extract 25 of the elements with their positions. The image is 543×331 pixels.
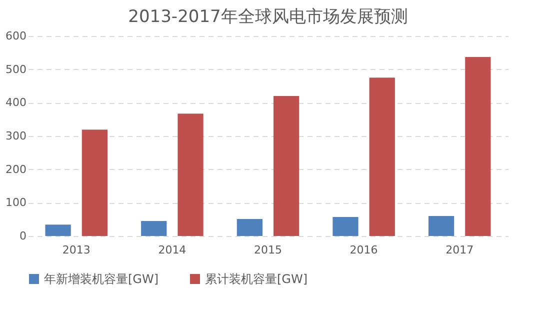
y-tick-label: 200: [6, 162, 26, 176]
y-tick-label: 400: [6, 96, 26, 110]
x-tick-label: 2014: [158, 244, 186, 256]
y-tick-label: 0: [20, 230, 26, 242]
legend-label: 年新增装机容量[GW]: [44, 272, 159, 286]
y-tick-label: 600: [6, 30, 26, 42]
x-tick-label: 2013: [62, 244, 90, 256]
y-tick-label: 500: [6, 62, 26, 76]
bar: [428, 216, 454, 236]
bar: [465, 57, 491, 236]
bar: [45, 224, 71, 236]
y-tick-label: 300: [6, 130, 26, 142]
bar: [178, 114, 204, 236]
bar: [369, 78, 395, 236]
bar: [82, 130, 108, 236]
bar: [273, 96, 300, 236]
x-tick-label: 2015: [254, 244, 282, 256]
bar: [236, 219, 263, 236]
x-tick-label: 2016: [350, 244, 378, 256]
bar: [332, 217, 358, 236]
legend-label: 累计装机容量[GW]: [205, 272, 308, 286]
chart-title: 2013-2017年全球风电市场发展预测: [128, 7, 408, 27]
bar: [141, 221, 167, 236]
x-tick-label: 2017: [446, 244, 474, 256]
y-tick-label: 100: [6, 196, 26, 210]
